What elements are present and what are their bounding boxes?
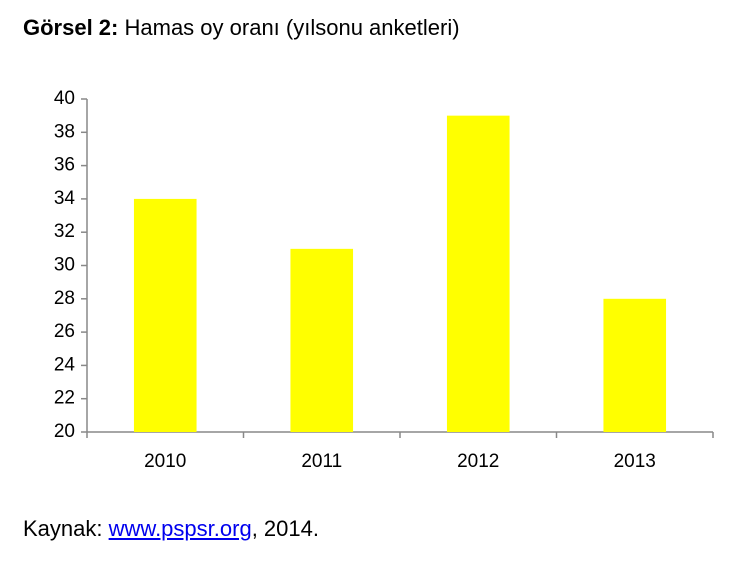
title-label: Görsel 2: (23, 15, 119, 40)
y-tick-label: 34 (54, 188, 76, 209)
source: Kaynak: www.pspsr.org, 2014. (23, 516, 319, 542)
title: Görsel 2: Hamas oy oranı (yılsonu anketl… (23, 15, 460, 41)
y-tick-label: 40 (54, 88, 75, 109)
bar (446, 115, 510, 433)
y-tick-label: 20 (54, 421, 75, 442)
bar (290, 248, 354, 432)
x-tick-label: 2010 (144, 451, 186, 472)
y-tick-label: 38 (54, 121, 75, 142)
x-tick-label: 2013 (614, 451, 656, 472)
y-tick-label: 30 (54, 255, 75, 276)
y-tick-label: 32 (54, 221, 75, 242)
bar (603, 298, 667, 432)
y-tick-label: 28 (54, 288, 75, 309)
chart: 20 22 24 26 28 30 32 34 36 38 40 2010 2011 2012 2013 (54, 88, 714, 472)
title-text: Hamas oy oranı (yılsonu anketleri) (124, 15, 460, 40)
bar (133, 198, 197, 432)
source-label: Kaynak: (23, 516, 103, 541)
x-tick-label: 2011 (301, 451, 342, 472)
y-tick-label: 22 (54, 388, 75, 409)
y-tick-label: 24 (54, 354, 76, 375)
source-year: , 2014. (251, 516, 319, 541)
source-link[interactable]: www.pspsr.org (108, 516, 252, 541)
y-tick-label: 26 (54, 321, 75, 342)
y-tick-label: 36 (54, 155, 75, 176)
x-tick-label: 2012 (457, 451, 499, 472)
